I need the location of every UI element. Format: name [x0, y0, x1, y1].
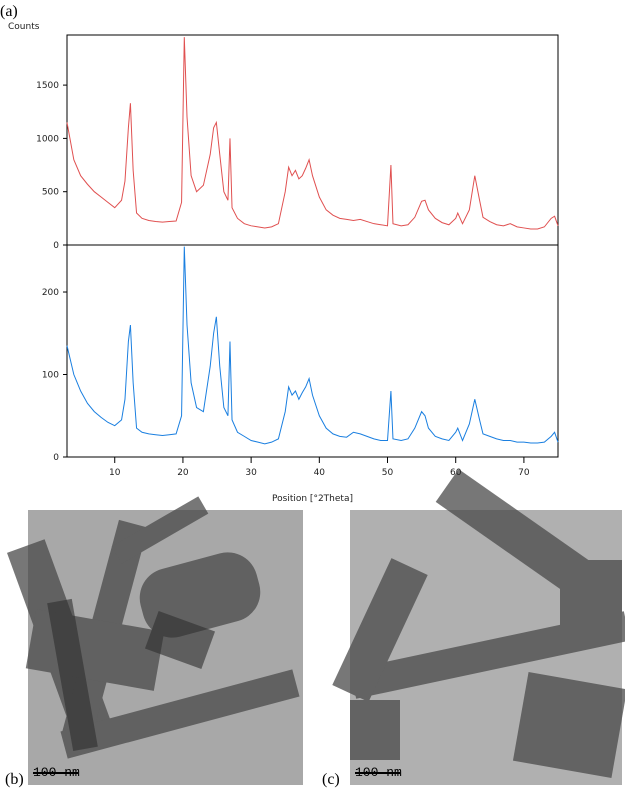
x-axis-label: Position [°2Theta] [272, 494, 353, 504]
tem-image [7, 496, 303, 785]
xrd-line [66, 246, 559, 445]
panel-label: (b) [5, 771, 24, 788]
scale-bar-label: 100 nm [33, 765, 80, 780]
y-tick-label: 200 [42, 288, 59, 298]
y-tick-label: 1500 [36, 81, 59, 91]
xrd-line [66, 37, 559, 230]
tem-image [332, 469, 625, 785]
y-axis-label: Counts [8, 22, 40, 32]
plot-frame [66, 34, 559, 458]
x-tick-label: 50 [382, 468, 394, 478]
scale-bar-label: 100 nm [355, 765, 402, 780]
y-tick-label: 0 [53, 241, 59, 251]
y-tick-label: 1000 [36, 134, 59, 144]
x-tick-label: 10 [109, 468, 121, 478]
y-tick-label: 500 [42, 188, 59, 198]
x-tick-label: 60 [450, 468, 462, 478]
x-tick-label: 30 [245, 468, 257, 478]
x-tick-label: 40 [314, 468, 326, 478]
y-tick-label: 0 [53, 453, 59, 463]
panel-label: (c) [322, 771, 340, 788]
y-tick-label: 100 [42, 371, 59, 381]
x-tick-label: 70 [518, 468, 530, 478]
x-tick-label: 20 [177, 468, 189, 478]
panel-label: (a) [0, 3, 18, 20]
